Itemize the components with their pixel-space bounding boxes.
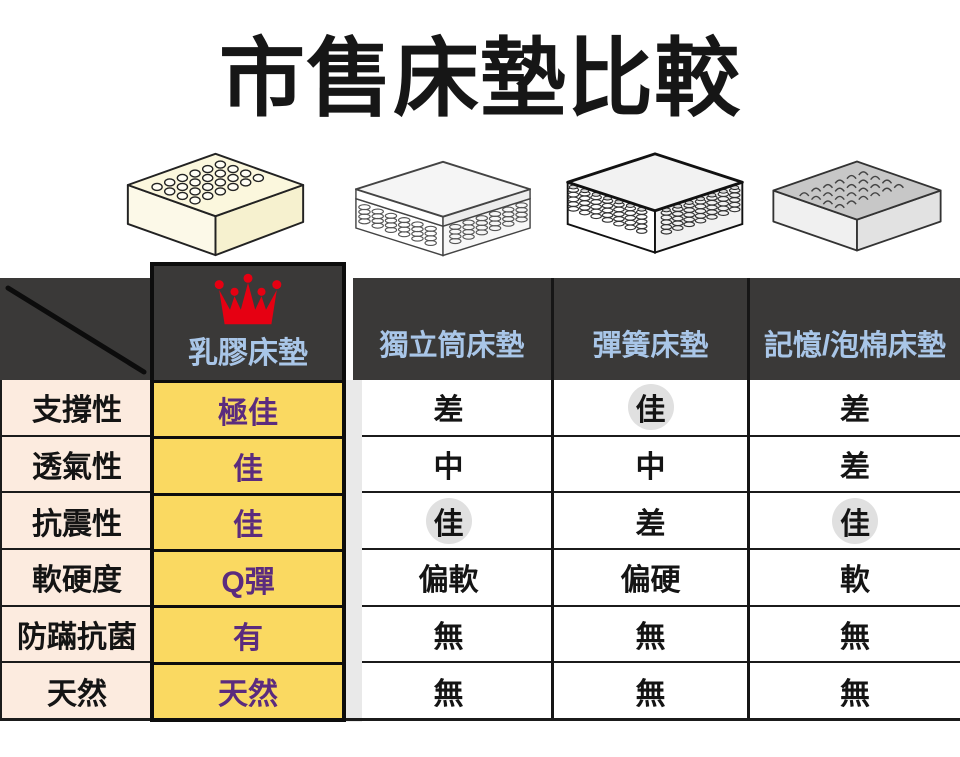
table-cell: 中 [554, 436, 747, 494]
table-cell: 偏軟 [346, 550, 551, 607]
column-memory-foam-values: 差 差 佳 軟 無 無 [750, 380, 960, 721]
latex-mattress-icon [126, 152, 305, 257]
row-label-natural: 天然 [2, 663, 152, 721]
table-cell: 無 [346, 606, 551, 664]
row-label-support: 支撐性 [2, 380, 152, 437]
table-cell: 無 [750, 663, 960, 721]
featured-cell: 佳 [154, 436, 342, 492]
column-header-memory-foam: 記憶/泡棉床墊 [750, 278, 960, 380]
featured-cell: Q彈 [154, 548, 342, 605]
table-cell: 差 [346, 380, 551, 437]
table-cell: 差 [750, 380, 960, 437]
table-bottom-border [0, 718, 960, 721]
table-cell: 差 [554, 493, 747, 551]
row-label-breathability: 透氣性 [2, 436, 152, 494]
table-cell: 佳 [750, 493, 960, 551]
featured-column-latex: 乳膠床墊 極佳 佳 佳 Q彈 有 天然 [150, 262, 346, 722]
row-label-column: 支撐性 透氣性 抗震性 軟硬度 防蹣抗菌 天然 [0, 380, 152, 721]
page-title: 市售床墊比較 [219, 31, 741, 127]
table-cell: 中 [346, 436, 551, 494]
diagonal-divider-icon [5, 285, 147, 375]
table-cell: 無 [554, 606, 747, 664]
column-header-latex: 乳膠床墊 [188, 337, 308, 370]
table-cell: 佳 [554, 380, 747, 437]
row-label-antimite: 防蹣抗菌 [2, 606, 152, 664]
table-cell: 無 [554, 663, 747, 721]
featured-column-shadow [346, 380, 362, 722]
row-label-firmness: 軟硬度 [2, 550, 152, 607]
innerspring-mattress-icon [566, 152, 744, 254]
column-innerspring-values: 佳 中 差 偏硬 無 無 [554, 380, 747, 721]
table-cell: 無 [750, 606, 960, 664]
featured-cell: 天然 [154, 661, 342, 718]
row-label-shock-absorb: 抗震性 [2, 493, 152, 551]
memory-foam-mattress-icon [772, 160, 942, 252]
pocket-coil-mattress-icon [354, 160, 532, 257]
featured-cell: 極佳 [154, 380, 342, 436]
table-cell: 軟 [750, 550, 960, 607]
crown-icon [214, 273, 282, 325]
featured-column-header: 乳膠床墊 [154, 266, 342, 380]
column-pocket-coil-values: 差 中 佳 偏軟 無 無 [346, 380, 551, 721]
table-cell: 偏硬 [554, 550, 747, 607]
column-divider [551, 278, 554, 720]
featured-cell: 佳 [154, 492, 342, 549]
table-cell: 無 [346, 663, 551, 721]
column-header-pocket-coil: 獨立筒床墊 [353, 278, 551, 380]
table-cell: 差 [750, 436, 960, 494]
featured-cell: 有 [154, 605, 342, 661]
column-header-innerspring: 彈簧床墊 [554, 278, 747, 380]
table-cell: 佳 [346, 493, 551, 551]
column-divider [747, 278, 750, 720]
